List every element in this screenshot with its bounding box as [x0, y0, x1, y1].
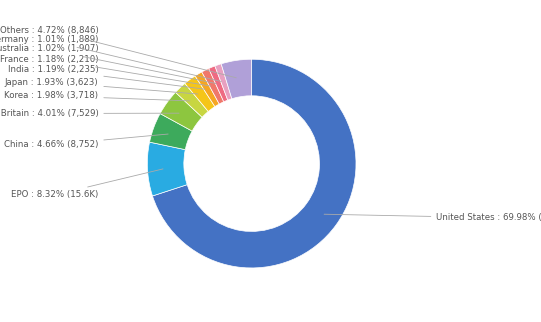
- Wedge shape: [195, 72, 219, 107]
- Text: Germany : 1.01% (1,889): Germany : 1.01% (1,889): [0, 35, 221, 81]
- Text: Great Britain : 4.01% (7,529): Great Britain : 4.01% (7,529): [0, 109, 179, 118]
- Wedge shape: [175, 83, 208, 117]
- Text: United States : 69.98% (131K): United States : 69.98% (131K): [324, 213, 541, 223]
- Wedge shape: [215, 64, 232, 100]
- Text: Others : 4.72% (8,846): Others : 4.72% (8,846): [0, 25, 236, 78]
- Wedge shape: [149, 114, 192, 150]
- Text: Japan : 1.93% (3,623): Japan : 1.93% (3,623): [5, 78, 198, 94]
- Text: France : 1.18% (2,210): France : 1.18% (2,210): [0, 55, 210, 86]
- Wedge shape: [147, 142, 187, 196]
- Text: Korea : 1.98% (3,718): Korea : 1.98% (3,718): [4, 91, 190, 101]
- Wedge shape: [221, 59, 252, 99]
- Text: Australia : 1.02% (1,907): Australia : 1.02% (1,907): [0, 44, 216, 83]
- Wedge shape: [160, 92, 202, 131]
- Wedge shape: [202, 69, 224, 104]
- Text: India : 1.19% (2,235): India : 1.19% (2,235): [8, 65, 205, 89]
- Text: EPO : 8.32% (15.6K): EPO : 8.32% (15.6K): [11, 169, 163, 199]
- Wedge shape: [185, 76, 215, 111]
- Wedge shape: [153, 59, 356, 268]
- Text: China : 4.66% (8,752): China : 4.66% (8,752): [4, 134, 168, 149]
- Wedge shape: [209, 66, 228, 102]
